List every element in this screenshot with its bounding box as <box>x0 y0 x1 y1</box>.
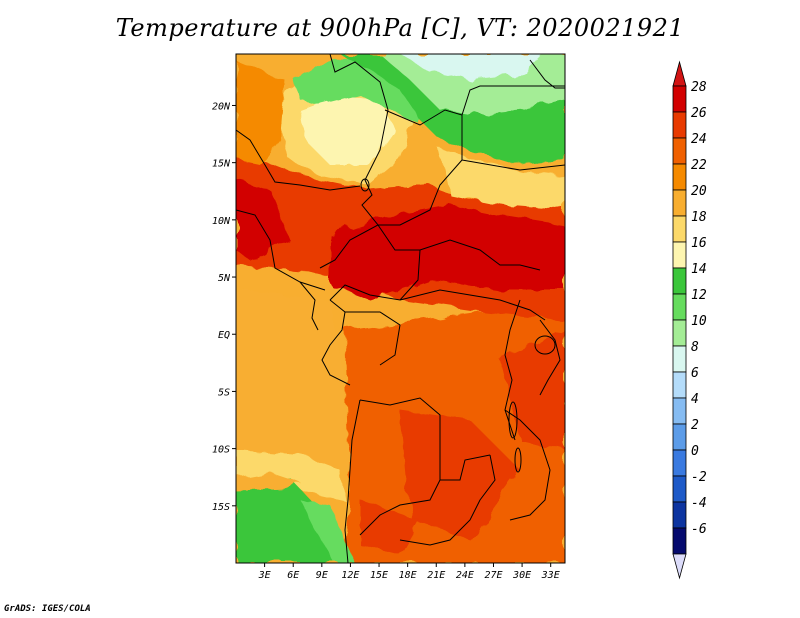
latitude-axis: 20N 15N 10N 5N EQ 5S 10S 15S <box>212 101 236 513</box>
colorbar-swatch <box>672 85 687 113</box>
colorbar-label: 4 <box>691 392 699 407</box>
colorbar-label: 6 <box>691 366 699 381</box>
colorbar-top-arrow <box>672 60 687 87</box>
colorbar-swatch <box>672 397 687 425</box>
colorbar-label: 16 <box>691 236 707 251</box>
colorbar-swatch <box>672 501 687 529</box>
longitude-axis: 3E 6E 9E 12E 15E 18E 21E 24E 27E 30E 33E <box>258 563 560 581</box>
colorbar-swatch <box>672 215 687 243</box>
lon-tick-label: 21E <box>427 570 445 581</box>
colorbar-label: 20 <box>691 184 707 199</box>
temperature-field <box>236 54 565 563</box>
colorbar-label: -4 <box>691 496 707 511</box>
colorbar-bottom-arrow <box>672 553 687 580</box>
colorbar-label: 22 <box>691 158 707 173</box>
colorbar-swatch <box>672 293 687 321</box>
lat-tick-label: 15S <box>212 502 230 513</box>
lon-tick-label: 12E <box>341 570 359 581</box>
colorbar-label: 18 <box>691 210 707 225</box>
colorbar-label: 26 <box>691 106 707 121</box>
colorbar-swatch <box>672 163 687 191</box>
lon-tick-label: 6E <box>287 570 299 581</box>
lon-tick-label: 15E <box>370 570 388 581</box>
plot-frame <box>235 53 566 564</box>
colorbar-swatch <box>672 111 687 139</box>
lon-tick-label: 3E <box>258 570 271 581</box>
lon-tick-label: 33E <box>541 570 560 581</box>
colorbar-label: 28 <box>691 80 707 95</box>
colorbar-swatch <box>672 371 687 399</box>
colorbar-swatch <box>672 345 687 373</box>
grads-credit: GrADS: IGES/COLA <box>4 604 91 614</box>
colorbar-label: -6 <box>691 522 707 537</box>
lon-tick-label: 24E <box>456 570 474 581</box>
colorbar-label: 8 <box>691 340 699 355</box>
lat-tick-label: 5S <box>218 387 230 398</box>
colorbar-swatch <box>672 137 687 165</box>
colorbar-label: 0 <box>691 444 699 459</box>
lat-tick-label: 10S <box>212 445 230 456</box>
colorbar-label: 14 <box>691 262 707 277</box>
colorbar-swatch <box>672 267 687 295</box>
lat-tick-label: 15N <box>212 159 231 170</box>
lon-tick-label: 27E <box>484 570 502 581</box>
lon-tick-label: 30E <box>512 570 531 581</box>
colorbar-swatch <box>672 475 687 503</box>
colorbar-swatch <box>672 319 687 347</box>
map-title: Temperature at 900hPa [C], VT: 202002192… <box>115 14 685 42</box>
lakes <box>360 178 556 473</box>
colorbar-swatch <box>672 423 687 451</box>
lat-tick-label: 5N <box>218 273 231 284</box>
country-borders <box>236 54 565 563</box>
colorbar-swatch <box>672 449 687 477</box>
colorbar-label: 10 <box>691 314 707 329</box>
colorbar-label: 12 <box>691 288 707 303</box>
lat-tick-label: EQ <box>218 330 230 341</box>
colorbar-label: 2 <box>691 418 699 433</box>
lon-tick-label: 9E <box>316 570 328 581</box>
colorbar-label: -2 <box>691 470 707 485</box>
lat-tick-label: 10N <box>212 216 231 227</box>
colorbar-swatch <box>672 189 687 217</box>
colorbar-swatch <box>672 241 687 269</box>
lat-tick-label: 20N <box>212 101 231 112</box>
lon-tick-label: 18E <box>399 570 417 581</box>
colorbar-swatch <box>672 527 687 555</box>
colorbar-label: 24 <box>691 132 707 147</box>
